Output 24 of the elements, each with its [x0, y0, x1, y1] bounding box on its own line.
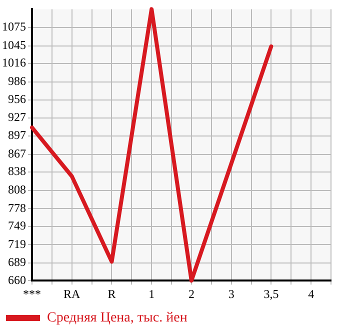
x-tick-label: 2	[188, 286, 194, 301]
y-tick-label: 719	[8, 236, 26, 251]
y-tick-label: 927	[8, 110, 26, 124]
y-tick-label: 867	[8, 146, 26, 161]
y-tick-label: 986	[8, 74, 26, 88]
y-tick-label: 660	[8, 272, 26, 287]
y-tick-label: 1045	[2, 38, 26, 52]
y-tick-label: 838	[8, 164, 26, 178]
y-tick-label: 1075	[2, 20, 26, 34]
x-tick-label: 3	[228, 286, 234, 301]
y-tick-label: 689	[8, 255, 26, 270]
x-tick-label: RA	[64, 286, 81, 301]
legend-label: Средняя Цена, тыс. йен	[47, 310, 188, 326]
x-tick-label: 4	[308, 286, 314, 301]
y-tick-label: 956	[8, 92, 26, 106]
x-tick-label: 1	[148, 286, 155, 301]
y-tick-label: 897	[8, 128, 26, 142]
y-tick-label: 1016	[2, 56, 26, 70]
x-tick-label: ***	[23, 286, 41, 301]
y-tick-label: 778	[8, 200, 26, 215]
y-tick-label: 749	[8, 218, 26, 232]
x-tick-label: 3,5	[264, 286, 279, 301]
y-tick-label: 808	[8, 182, 26, 196]
x-tick-label: R	[108, 286, 116, 301]
